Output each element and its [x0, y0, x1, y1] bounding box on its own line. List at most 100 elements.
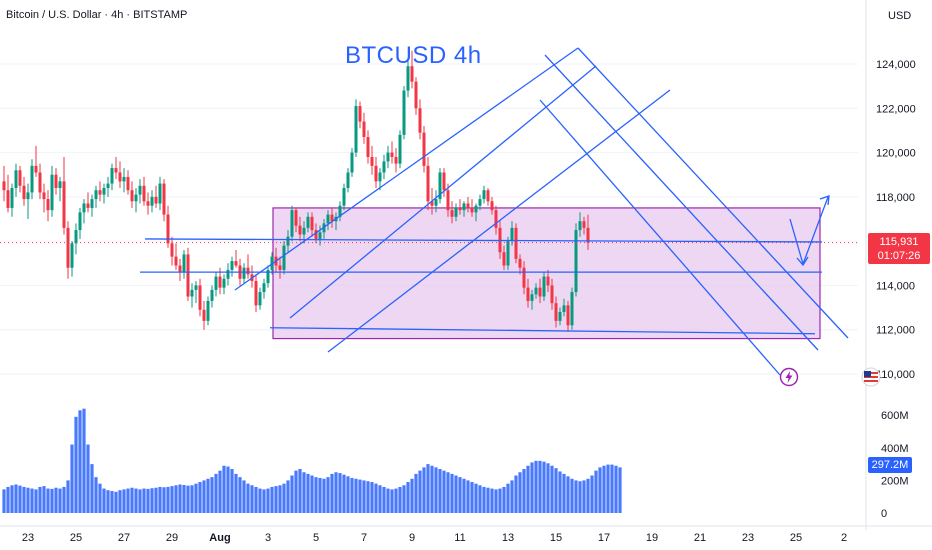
candle-body: [198, 285, 202, 310]
candle: [282, 241, 286, 275]
volume-bar: [522, 468, 526, 513]
candle-body: [338, 205, 342, 217]
candle-body: [310, 216, 314, 231]
down-channel-mid-line: [544, 54, 819, 351]
candle-body: [430, 201, 434, 206]
candle-body: [406, 66, 410, 91]
volume-bar: [574, 480, 578, 513]
candle: [350, 148, 354, 177]
candle-body: [354, 106, 358, 153]
candle: [246, 254, 250, 279]
volume-bar: [42, 486, 46, 513]
volume-bar: [518, 472, 522, 513]
volume-bar: [294, 470, 298, 513]
candle-body: [586, 227, 590, 243]
time-tick-label: 19: [646, 532, 658, 544]
volume-bar: [30, 488, 34, 513]
candle: [6, 174, 10, 213]
time-tick-label: 2: [841, 532, 847, 544]
volume-bar: [550, 465, 554, 513]
lightning-icon[interactable]: [779, 367, 799, 387]
time-tick-label: 13: [502, 532, 514, 544]
time-tick-label: 29: [166, 532, 178, 544]
volume-bar: [282, 483, 286, 513]
candle-body: [582, 221, 586, 228]
volume-bar: [6, 486, 10, 513]
candle: [330, 207, 334, 228]
candle: [542, 272, 546, 301]
last-price-badge: 115,931 01:07:26: [868, 233, 930, 264]
time-tick-label: 23: [742, 532, 754, 544]
candle-body: [574, 230, 578, 293]
candle-body: [218, 276, 222, 288]
candle: [278, 256, 282, 279]
candle: [138, 179, 142, 204]
volume-bar: [418, 470, 422, 513]
volume-bar: [506, 483, 510, 513]
currency-label[interactable]: USD: [888, 10, 912, 22]
volume-bar: [78, 410, 82, 513]
volume-bar: [482, 486, 486, 513]
candle-body: [146, 201, 150, 206]
candle: [586, 214, 590, 250]
trendlines[interactable]: [0, 47, 858, 376]
candle-body: [446, 190, 450, 211]
candle: [466, 196, 470, 213]
candle: [262, 278, 266, 299]
candle-body: [86, 203, 90, 208]
candle-body: [566, 305, 570, 326]
candle-body: [346, 172, 350, 188]
candle: [530, 289, 534, 310]
volume-bar: [562, 473, 566, 513]
candle-body: [366, 137, 370, 157]
candle: [374, 157, 378, 188]
volume-bar: [98, 483, 102, 513]
symbol-title[interactable]: Bitcoin / U.S. Dollar · 4h · BITSTAMP: [6, 9, 188, 21]
candle-body: [518, 258, 522, 268]
volume-bar: [614, 465, 618, 513]
time-axis[interactable]: 2123252729Aug357911131517192123252: [0, 525, 932, 544]
candle-body: [114, 168, 118, 173]
candle-body: [150, 196, 154, 206]
candle-body: [78, 212, 82, 231]
candle: [538, 278, 542, 304]
candle-body: [434, 199, 438, 206]
candle-body: [414, 81, 418, 109]
candle: [306, 212, 310, 233]
volume-bar: [346, 476, 350, 513]
candle: [14, 163, 18, 197]
candle: [66, 221, 70, 279]
volume-bar: [158, 486, 162, 513]
volume-bar: [242, 480, 246, 513]
volume-bar: [218, 470, 222, 513]
volume-bar: [178, 484, 182, 513]
time-tick-label: 7: [361, 532, 367, 544]
volume-bar: [442, 470, 446, 513]
us-flag-icon[interactable]: [861, 367, 881, 387]
volume-bar: [598, 467, 602, 513]
candle-body: [54, 174, 58, 188]
candle: [410, 50, 414, 89]
price-tick-label: 114,000: [876, 280, 915, 292]
candle-body: [166, 214, 170, 244]
volume-bar: [58, 488, 62, 513]
volume-bar: [414, 473, 418, 513]
candle-body: [482, 190, 486, 200]
candle: [2, 165, 6, 202]
volume-tick-label: 0: [881, 508, 887, 520]
candle-body: [254, 281, 258, 306]
candle-body: [18, 170, 22, 186]
candle: [182, 250, 186, 279]
candle: [18, 165, 22, 193]
volume-bar: [582, 480, 586, 513]
candle-body: [190, 289, 194, 297]
candle: [442, 168, 446, 197]
volume-bar: [214, 473, 218, 513]
volume-bar: [102, 488, 106, 513]
volume-bar: [586, 478, 590, 513]
candle: [230, 256, 234, 277]
candle-body: [462, 203, 466, 211]
volume-bar: [350, 477, 354, 513]
candle-body: [486, 190, 490, 202]
